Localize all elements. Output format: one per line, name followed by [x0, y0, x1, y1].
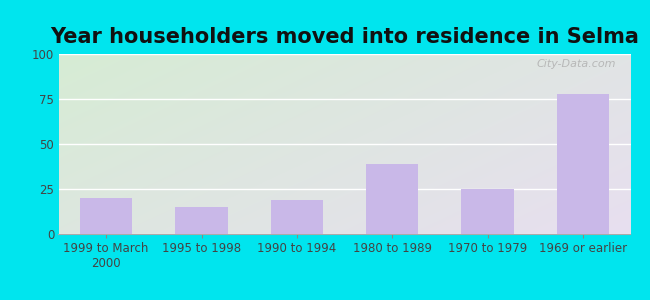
Text: City-Data.com: City-Data.com: [537, 59, 616, 69]
Bar: [270, 200, 323, 234]
Bar: [176, 207, 227, 234]
Title: Year householders moved into residence in Selma: Year householders moved into residence i…: [50, 27, 639, 47]
Bar: [556, 94, 609, 234]
Bar: [462, 189, 514, 234]
Bar: [80, 198, 133, 234]
Bar: [366, 164, 419, 234]
